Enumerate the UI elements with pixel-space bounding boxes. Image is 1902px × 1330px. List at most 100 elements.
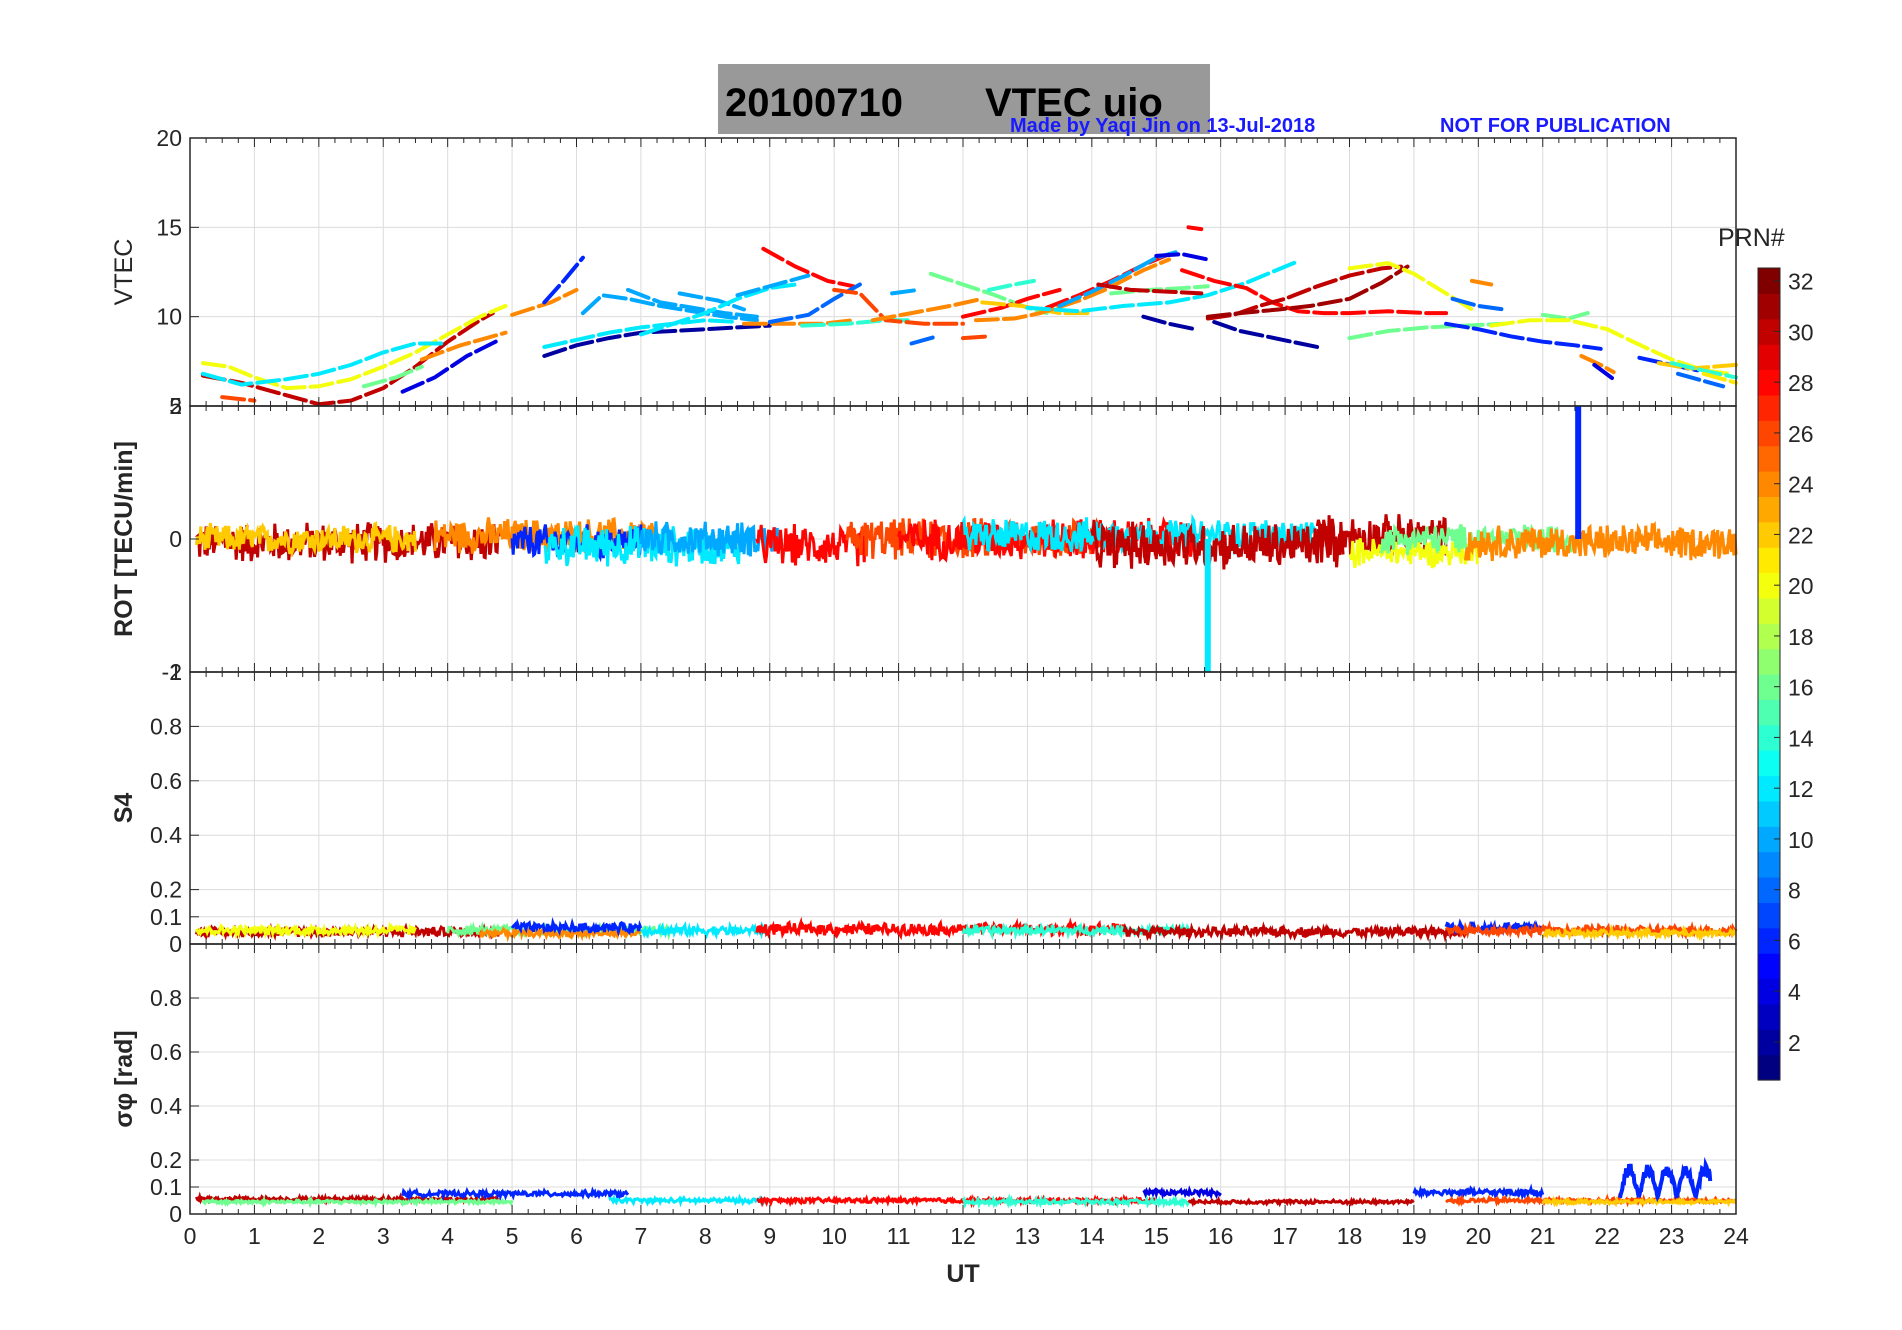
series-line-prn-6 — [401, 1186, 630, 1202]
colorbar-band — [1758, 800, 1780, 827]
series-line-prn-8 — [1450, 296, 1507, 312]
x-tick-label: 5 — [506, 1223, 519, 1249]
series-line-prn-28 — [961, 287, 1062, 319]
x-tick-label: 20 — [1466, 1223, 1492, 1249]
colorbar-band — [1758, 597, 1780, 624]
series-line-prn-4 — [400, 337, 502, 394]
colorbar-band — [1758, 1003, 1780, 1030]
colorbar-tick-label: 12 — [1788, 776, 1814, 802]
series-line-prn-30 — [200, 311, 495, 407]
y-tick-label: 5 — [169, 393, 182, 419]
series-line-prn-28 — [1180, 268, 1449, 316]
colorbar-band — [1758, 877, 1780, 903]
series-line-prn-12 — [608, 1193, 771, 1208]
y-tick-label: 0.4 — [150, 1093, 182, 1119]
x-tick-label: 3 — [377, 1223, 390, 1249]
colorbar-band — [1758, 394, 1780, 421]
series-line-prn-14 — [1669, 361, 1738, 380]
series-line-prn-12 — [638, 282, 798, 337]
series-line-prn-24 — [870, 296, 985, 323]
series-line-prn-12 — [200, 341, 444, 387]
colorbar-band — [1758, 648, 1780, 675]
credit-text: Made by Yaqi Jin on 13-Jul-2018 — [1010, 115, 1315, 137]
series-line-prn-28 — [761, 246, 856, 289]
colorbar-band — [1758, 978, 1780, 1005]
series-line-prn-10 — [890, 287, 920, 296]
x-tick-label: 0 — [184, 1223, 197, 1249]
traces-rot — [194, 406, 1738, 672]
colorbar-band — [1758, 1054, 1780, 1081]
y-axis-label: S4 — [110, 793, 138, 824]
colorbar-band — [1758, 318, 1780, 345]
x-tick-label: 7 — [635, 1223, 648, 1249]
panel-rot: -2 0 2 ROT [TECU/min] — [110, 393, 1738, 685]
colorbar-band — [1758, 420, 1780, 447]
series-line-prn-10 — [626, 287, 759, 319]
series-line-prn-12 — [961, 513, 1319, 556]
y-tick-label: 2 — [169, 393, 182, 419]
y-tick-label: 0.6 — [150, 768, 182, 794]
notice-text: NOT FOR PUBLICATION — [1440, 115, 1671, 137]
series-line-prn-28 — [755, 916, 1126, 941]
colorbar-band — [1758, 471, 1780, 497]
series-line-prn-21 — [1701, 371, 1738, 385]
colorbar-band — [1758, 927, 1780, 954]
x-tick-label: 10 — [821, 1223, 847, 1249]
colorbar-tick-label: 10 — [1788, 827, 1814, 853]
title-banner — [718, 64, 1210, 134]
colorbar-tick-label: 26 — [1788, 421, 1814, 447]
x-tick-label: 12 — [950, 1223, 976, 1249]
colorbar-tick-label: 14 — [1788, 725, 1814, 751]
series-line-prn-24 — [1464, 520, 1738, 562]
series-line-prn-2 — [1141, 314, 1197, 332]
series-line-prn-6 — [510, 916, 643, 937]
colorbar-band — [1758, 293, 1780, 320]
series-line-prn-4 — [1142, 1185, 1222, 1201]
traces-s4 — [194, 916, 1738, 943]
x-tick-label: 6 — [570, 1223, 583, 1249]
series-line-prn-26 — [220, 395, 257, 403]
x-tick-label: 4 — [441, 1223, 454, 1249]
series-line-prn-22 — [1541, 923, 1737, 942]
colorbar-band — [1758, 674, 1780, 700]
series-line-prn-10 — [580, 293, 759, 323]
colorbar-band — [1758, 521, 1780, 548]
y-tick-label: 0 — [169, 931, 182, 957]
series-line-prn-16 — [1380, 523, 1577, 558]
colorbar-tick-label: 16 — [1788, 675, 1814, 701]
colorbar-tick-label: 6 — [1788, 928, 1801, 954]
series-line-prn-16 — [1347, 321, 1507, 341]
colorbar-tick-label: 22 — [1788, 522, 1814, 548]
colorbar-band — [1758, 953, 1780, 980]
series-line-prn-22 — [1541, 1195, 1737, 1208]
y-tick-label: 1 — [169, 659, 182, 685]
colorbar-frame — [1757, 267, 1781, 1081]
series-line-prn-24 — [419, 330, 508, 362]
y-tick-label: 20 — [156, 125, 182, 151]
series-line-prn-26 — [832, 287, 965, 326]
colorbar-band — [1758, 699, 1780, 726]
x-tick-label: 21 — [1530, 1223, 1556, 1249]
series-line-prn-28 — [1186, 225, 1204, 232]
x-tick-label: 14 — [1079, 1223, 1105, 1249]
colorbar-tick-label: 2 — [1788, 1030, 1801, 1056]
colorbar-tick-label: 30 — [1788, 319, 1814, 345]
traces-vtec — [200, 225, 1738, 407]
series-line-prn-12 — [1025, 259, 1300, 314]
x-tick-label: 2 — [312, 1223, 325, 1249]
colorbar-band — [1758, 572, 1780, 599]
series-line-prn-30 — [1122, 921, 1467, 943]
panel-vtec: 5 10 15 20 VTEC — [110, 125, 1738, 419]
colorbar-band — [1758, 445, 1780, 472]
colorbar-band — [1758, 826, 1780, 853]
y-tick-label: 0 — [169, 1201, 182, 1227]
series-line-prn-2 — [542, 323, 772, 358]
series-line-prn-10 — [735, 273, 811, 298]
series-line-prn-2 — [1212, 320, 1320, 349]
series-line-prn-6 — [1412, 1183, 1545, 1202]
y-tick-label: 15 — [156, 214, 182, 240]
series-line-prn-20 — [1489, 318, 1732, 376]
traces-sigma_phi — [195, 1156, 1737, 1210]
